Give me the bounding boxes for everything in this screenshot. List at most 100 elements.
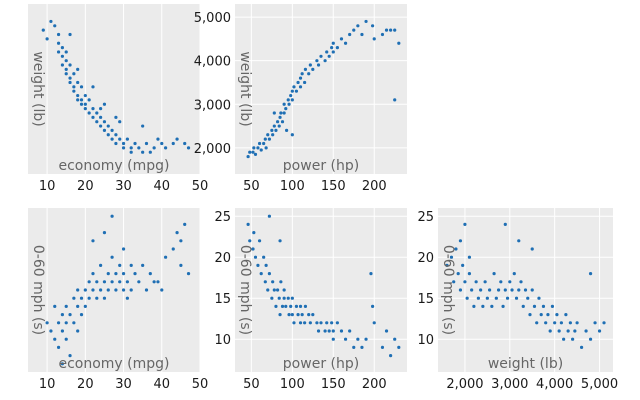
data-point (503, 222, 507, 226)
y-tick-label: 25 (214, 210, 231, 225)
data-point (327, 54, 331, 58)
data-point (183, 141, 187, 146)
data-point (53, 304, 57, 308)
data-point (449, 255, 454, 259)
data-point (118, 263, 122, 267)
data-point (91, 85, 95, 89)
data-point (483, 280, 487, 284)
x-tick-label: 30 (115, 179, 132, 194)
data-point (461, 263, 465, 267)
data-point (467, 272, 472, 276)
data-point (257, 141, 262, 146)
data-point (499, 280, 503, 284)
data-point (290, 89, 294, 93)
data-point (280, 304, 285, 308)
data-point (519, 280, 523, 284)
data-point (49, 19, 53, 24)
data-point (110, 214, 114, 218)
data-point (278, 313, 282, 317)
data-point (286, 296, 290, 300)
data-point (364, 19, 368, 24)
data-point (296, 80, 300, 85)
panel-5: 2,000 3,000 4,000 5,000 10 15 20 25 weight (lb) 0… (417, 208, 618, 392)
data-point (129, 263, 133, 267)
data-point (371, 24, 375, 28)
data-point (102, 280, 107, 284)
data-point (141, 263, 145, 267)
data-point (360, 345, 364, 349)
data-point (99, 115, 103, 119)
y-axis-label: 0-60 mph (s) (237, 245, 253, 335)
data-point (323, 59, 327, 63)
data-point (330, 45, 334, 50)
data-point (141, 124, 145, 128)
data-point (298, 304, 303, 308)
data-point (476, 296, 480, 300)
data-point (335, 45, 339, 50)
data-point (526, 296, 530, 300)
data-point (389, 28, 393, 32)
data-point (456, 272, 460, 276)
plot-background (28, 4, 200, 174)
data-point (528, 313, 532, 317)
data-point (91, 115, 95, 119)
data-point (481, 304, 485, 308)
y-tick-label: 10 (214, 333, 231, 348)
data-point (311, 67, 315, 71)
data-point (102, 231, 107, 235)
data-point (384, 28, 389, 32)
y-tick-label: 20 (417, 251, 434, 266)
data-point (308, 63, 312, 67)
data-point (270, 296, 274, 300)
data-point (118, 120, 122, 124)
x-tick-label: 20 (77, 179, 94, 194)
data-point (106, 288, 110, 292)
y-axis-label: weight (lb) (237, 51, 253, 126)
data-point (458, 239, 463, 243)
y-tick-label: 2,000 (194, 142, 231, 157)
data-point (371, 304, 375, 308)
data-point (335, 321, 339, 325)
data-point (343, 337, 348, 341)
data-point (303, 304, 308, 308)
data-point (106, 133, 110, 137)
data-point (327, 329, 331, 333)
x-tick-label: 50 (192, 179, 209, 194)
data-point (282, 288, 286, 292)
data-point (274, 304, 278, 308)
data-point (125, 296, 129, 300)
data-point (114, 272, 118, 276)
data-point (95, 111, 99, 115)
data-point (171, 247, 175, 251)
x-axis-label: economy (mpg) (58, 356, 169, 372)
data-point (277, 124, 281, 128)
data-point (102, 296, 107, 300)
data-point (277, 296, 281, 300)
data-point (579, 345, 584, 349)
data-point (490, 304, 494, 308)
data-point (315, 59, 319, 63)
data-point (319, 54, 323, 58)
data-point (372, 37, 376, 41)
data-point (393, 98, 397, 102)
data-point (546, 313, 550, 317)
data-point (91, 272, 95, 276)
data-point (264, 263, 268, 267)
data-point (360, 32, 364, 37)
data-point (564, 313, 568, 317)
data-point (64, 337, 68, 341)
data-point (503, 288, 507, 292)
data-point (72, 72, 76, 76)
data-point (510, 288, 514, 292)
data-point (294, 89, 299, 93)
data-point (262, 255, 266, 259)
data-point (331, 337, 335, 341)
data-point (118, 280, 122, 284)
data-point (474, 280, 478, 284)
data-point (290, 98, 294, 102)
data-point (566, 329, 570, 333)
data-point (530, 288, 534, 292)
data-point (517, 288, 521, 292)
plot-background (235, 208, 407, 372)
